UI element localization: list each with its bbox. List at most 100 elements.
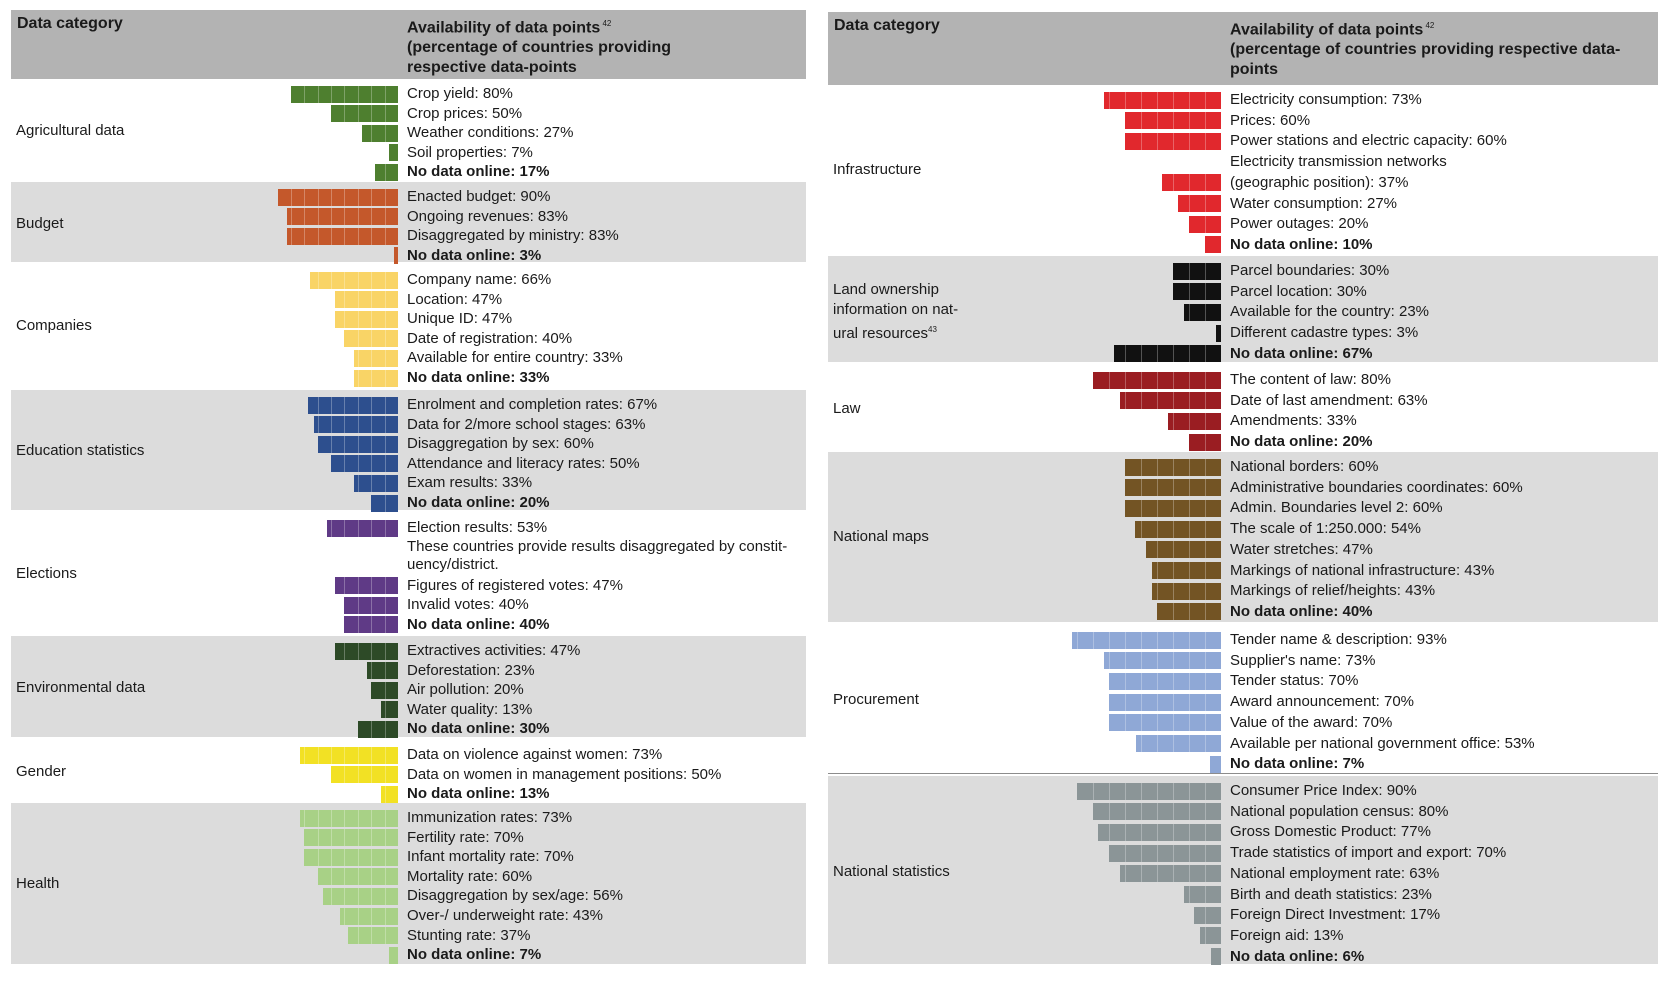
bar-segment-divider [371,349,373,367]
category-name: National maps [833,528,929,546]
bar-segment-divider [1140,91,1142,109]
bar-segment-divider [371,746,373,764]
bar-segment-divider [1189,112,1190,130]
bar-segment-divider [1204,562,1206,579]
bar-segment-divider [1125,782,1126,800]
data-point-label: National borders: 60% [1230,458,1379,475]
bar-segment-divider [371,396,373,414]
no-data-label: No data online: 33% [407,369,550,386]
bar-segment-divider [371,642,373,660]
data-point-label: Stunting rate: 37% [407,926,531,944]
bar-segment-divider [344,271,346,289]
category-section: Gender Data on violence against women: 73… [11,740,806,803]
bar-segment-divider [1172,735,1174,752]
bar-segment-divider [1189,283,1190,301]
data-bar [348,927,398,945]
bar-segment-divider [344,746,346,764]
no-data-label: No data online: 3% [407,246,542,264]
category-label: Elections [16,564,77,584]
bar-segment-divider [344,85,346,103]
bar-segment-divider [384,642,386,660]
data-bar [393,247,398,265]
bar-segment-divider [357,435,359,453]
bar-segment-divider [1140,520,1142,538]
bar-segment-divider [1140,735,1142,752]
category-name: Procurement [833,690,919,708]
bar-segment-divider [357,519,359,537]
note-label: These countries provide results disaggre… [407,537,788,573]
data-bar [1077,782,1221,800]
data-point-label: Weather conditions: 27% [407,124,574,142]
bar-segment-divider [384,474,386,492]
bar-segment-divider [384,907,386,925]
data-point-label: Consumer Price Index: 90% [1230,782,1417,799]
bar-segment-divider [357,907,359,925]
category-name: Infrastructure [833,161,922,179]
bar-segment-divider [371,271,373,289]
data-point-label: Enacted budget: 90% [407,188,551,205]
data-point-label: Data for 2/more school stages: 63% [407,415,646,433]
category-section: Education statistics Enrolment and comple… [11,390,806,512]
data-bar [304,848,398,866]
category-label: Companies [16,316,92,336]
category-name: Law [833,399,861,417]
bar-segment-divider [290,188,292,206]
note-label: Electricity transmission networks [1230,153,1447,171]
data-bar [1109,844,1221,862]
data-point-label: Fertility rate: 70% [407,828,524,846]
no-data-label: No data online: 6% [1230,947,1365,965]
bar-segment-divider [1205,844,1206,862]
bar-segment-divider [1092,631,1094,649]
bar-segment-divider [1157,499,1158,517]
bar-segment-divider [290,227,292,245]
bar-segment-divider [1109,803,1110,821]
bar-segment-divider [331,746,333,764]
bar-segment-divider [1204,91,1206,109]
category-section: Procurement Tender name & description: 93… [828,625,1658,773]
data-bar [286,227,398,245]
bar-segment-divider [1189,371,1190,389]
bar-segment-divider [371,416,373,434]
data-point-label: Water quality: 13% [407,700,533,718]
bar-segment-divider [357,848,359,866]
data-bar [340,907,398,925]
data-bar [1097,823,1221,841]
data-point-label: Soil properties: 7% [407,143,533,161]
data-point-label: Mortality rate: 60% [407,867,533,885]
data-bar [353,369,398,387]
bar-segment-divider [1172,631,1174,649]
bar-segment-divider [1205,782,1206,800]
bar-segment-divider [1204,412,1206,430]
bar-segment-divider [1189,132,1190,150]
data-bar [361,124,398,142]
data-point-label: Attendance and literacy rates: 50% [407,454,640,472]
category-section: National maps National borders: 60% Admini… [828,452,1658,622]
data-point-label: Gross Domestic Product: 77% [1230,823,1431,841]
header-footnote-ref: 42 [1423,21,1435,30]
bar-segment-divider [1156,823,1158,841]
bar-segment-divider [1141,112,1142,130]
bar-segment-divider [1125,844,1126,862]
bar-segment-divider [1124,652,1126,670]
bar-segment-divider [1205,693,1206,711]
bar-segment-divider [1125,693,1126,711]
bar-segment-divider [344,642,346,660]
bar-segment-divider [1188,562,1190,579]
bar-segment-divider [371,330,373,348]
data-point-label: Disaggregation by sex: 60% [407,435,594,453]
bar-segment-divider [371,809,373,827]
data-bar [1113,345,1221,363]
bar-segment-divider [1173,371,1174,389]
bar-segment-divider [304,746,306,764]
data-bar [380,785,398,803]
data-bar [1205,236,1221,254]
data-bar [367,662,398,680]
data-bar [335,310,398,328]
data-bar [1072,631,1221,649]
bar-segment-divider [357,455,359,473]
bar-segment-divider [384,766,386,784]
bar-segment-divider [1141,672,1142,690]
bar-segment-divider [1205,283,1206,301]
data-bar [290,85,398,103]
data-bar [1209,755,1221,773]
